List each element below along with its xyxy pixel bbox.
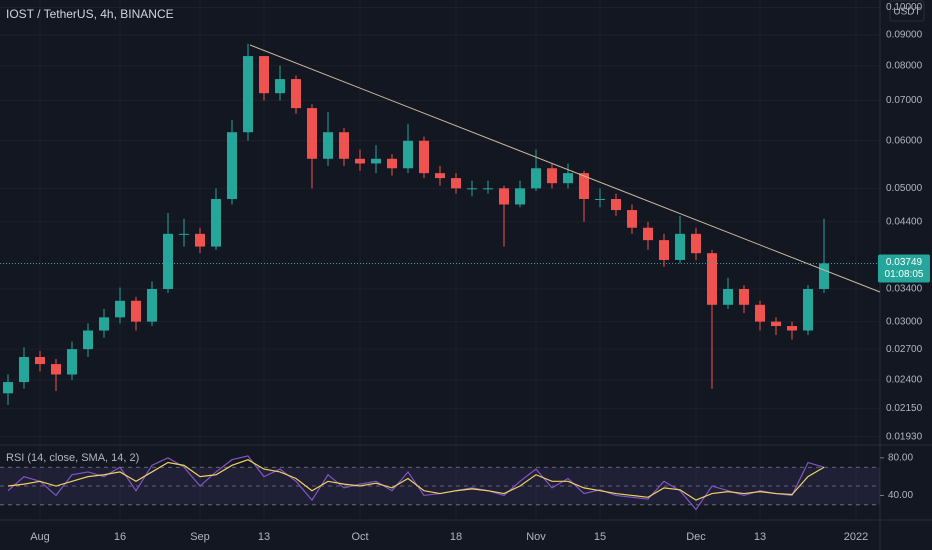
- y-tick-label: 0.05000: [886, 183, 923, 194]
- countdown-label: 01:08:05: [885, 269, 924, 280]
- rsi-title: RSI (14, close, SMA, 14, 2): [6, 452, 139, 464]
- candle-body: [787, 326, 797, 331]
- y-tick-label: 0.07000: [886, 95, 923, 106]
- currency-label: USDT: [893, 7, 920, 18]
- candle-body: [531, 168, 541, 189]
- x-tick-label: Dec: [686, 531, 706, 543]
- x-tick-label: Oct: [351, 531, 368, 543]
- candle-body: [515, 188, 525, 205]
- y-tick-label: 0.10000: [886, 2, 923, 13]
- candle-body: [339, 132, 349, 159]
- candle-body: [35, 356, 45, 365]
- candle-body: [179, 233, 189, 235]
- candle-body: [803, 288, 813, 331]
- trendline: [249, 44, 881, 293]
- candle-body: [819, 263, 829, 289]
- candle-body: [739, 288, 749, 305]
- candle-body: [147, 288, 157, 322]
- candle-body: [131, 300, 141, 322]
- candle-body: [547, 168, 557, 184]
- candle-body: [115, 300, 125, 318]
- candle-body: [723, 288, 733, 305]
- last-price-label: 0.03749: [886, 257, 923, 268]
- candle-body: [691, 233, 701, 254]
- y-tick-label: 0.01930: [886, 431, 923, 442]
- candle-body: [243, 56, 253, 133]
- last-price-box: [878, 254, 930, 283]
- candle-body: [3, 382, 13, 394]
- candle-body: [83, 330, 93, 350]
- candle-body: [99, 317, 109, 331]
- y-tick-label: 0.03400: [886, 284, 923, 295]
- rsi-tick-label: 80.00: [888, 452, 913, 463]
- candle-body: [19, 356, 29, 383]
- candle-body: [467, 188, 477, 190]
- y-tick-label: 0.04400: [886, 216, 923, 227]
- candle-body: [707, 253, 717, 305]
- candle-body: [419, 140, 429, 174]
- candle-body: [355, 158, 365, 164]
- candle-body: [595, 198, 605, 200]
- x-tick-label: 13: [754, 531, 766, 543]
- candle-body: [371, 158, 381, 164]
- rsi-line: [7, 459, 825, 501]
- candle-body: [195, 233, 205, 247]
- rsi-line: [7, 455, 825, 511]
- candle-body: [435, 173, 445, 179]
- candle-body: [755, 304, 765, 322]
- rsi-tick-label: 40.00: [888, 490, 913, 501]
- y-tick-label: 0.03000: [886, 316, 923, 327]
- candle-body: [611, 198, 621, 211]
- chart-title: IOST / TetherUS, 4h, BINANCE: [6, 7, 174, 21]
- candle-body: [211, 198, 221, 247]
- y-tick-label: 0.02150: [886, 403, 923, 414]
- x-tick-label: Aug: [30, 531, 50, 543]
- candle-body: [675, 233, 685, 260]
- candle-body: [563, 173, 573, 184]
- y-tick-label: 0.08000: [886, 60, 923, 71]
- currency-badge[interactable]: [889, 0, 925, 22]
- candle-body: [771, 321, 781, 327]
- candle-body: [403, 140, 413, 169]
- x-tick-label: Nov: [526, 531, 546, 543]
- y-tick-label: 0.06000: [886, 135, 923, 146]
- plot: [0, 43, 880, 511]
- candle-body: [307, 108, 317, 159]
- candle-body: [643, 227, 653, 241]
- candle-body: [163, 233, 173, 289]
- candle-body: [323, 132, 333, 159]
- y-tick-label: 0.02700: [886, 344, 923, 355]
- candle-body: [483, 188, 493, 190]
- candle-body: [579, 173, 589, 199]
- candle-body: [275, 79, 285, 94]
- candle-body: [67, 349, 77, 375]
- candle-body: [259, 56, 269, 94]
- candle-body: [227, 132, 237, 199]
- x-tick-label: 2022: [844, 531, 868, 543]
- y-tick-label: 0.02400: [886, 375, 923, 386]
- candle-body: [291, 79, 301, 109]
- x-tick-label: 16: [114, 531, 126, 543]
- candle-body: [51, 364, 61, 375]
- x-tick-label: 13: [258, 531, 270, 543]
- candle-body: [627, 210, 637, 228]
- candle-body: [659, 240, 669, 260]
- candle-body: [451, 178, 461, 189]
- y-tick-label: 0.09000: [886, 30, 923, 41]
- x-tick-label: Sep: [190, 531, 210, 543]
- candle-body: [499, 188, 509, 205]
- x-tick-label: 18: [450, 531, 462, 543]
- x-tick-label: 15: [594, 531, 606, 543]
- candle-body: [387, 158, 397, 169]
